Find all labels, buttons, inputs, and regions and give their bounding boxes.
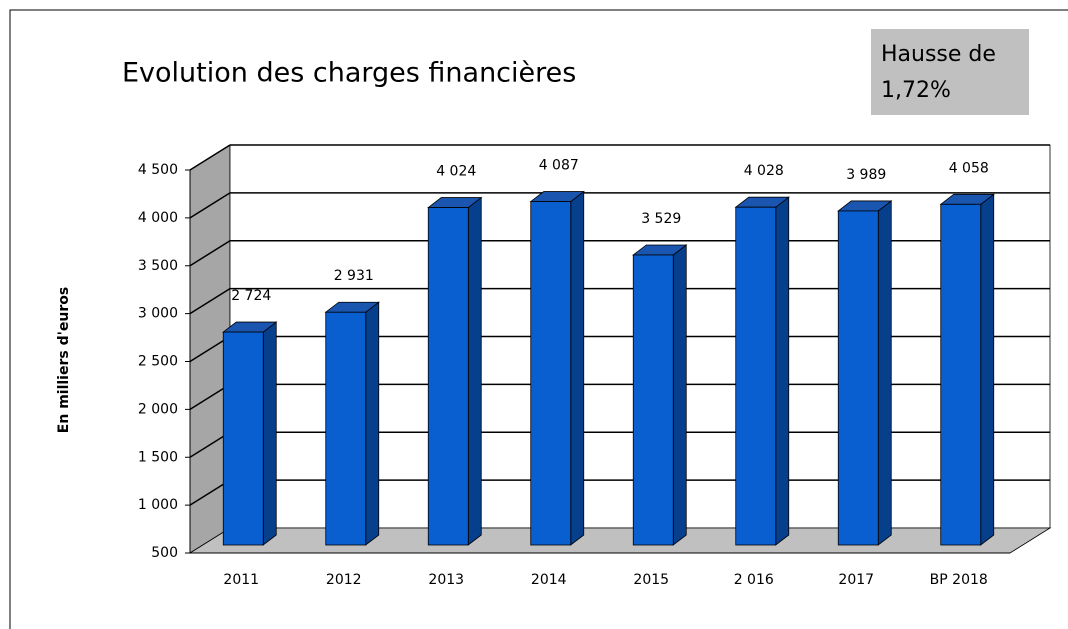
grid-line: [189, 144, 231, 171]
bar: [837, 210, 879, 546]
y-tick-label: 1 500: [138, 449, 178, 465]
bar-side: [365, 301, 380, 546]
value-label: 2 724: [231, 288, 271, 304]
bar-side: [980, 193, 995, 546]
y-axis-label: En milliers d'euros: [56, 287, 72, 433]
bar-side: [570, 190, 585, 546]
y-tick-label: 500: [151, 545, 178, 561]
y-tick-label: 2 000: [138, 401, 178, 417]
y-tick-label: 1 000: [138, 497, 178, 513]
bar-side: [467, 196, 482, 546]
value-label: 4 028: [744, 163, 784, 179]
x-tick-label: 2011: [223, 572, 259, 588]
bar-side: [262, 321, 277, 546]
x-tick-label: 2013: [428, 572, 464, 588]
bar: [735, 206, 777, 546]
value-label: 4 087: [539, 158, 579, 174]
x-tick-label: BP 2018: [930, 572, 988, 588]
bar-side: [877, 200, 892, 546]
value-label: 4 024: [436, 164, 476, 180]
value-label: 3 529: [641, 211, 681, 227]
bar-side: [775, 196, 790, 546]
bar: [632, 254, 674, 546]
value-label: 2 931: [334, 268, 374, 284]
grid-line: [189, 240, 231, 267]
x-tick-label: 2014: [531, 572, 567, 588]
y-tick-label: 4 500: [138, 162, 178, 178]
bar: [222, 331, 264, 546]
x-tick-label: 2012: [326, 572, 362, 588]
y-tick-label: 4 000: [138, 210, 178, 226]
x-tick-label: 2 016: [734, 572, 774, 588]
bar: [530, 201, 572, 546]
bar: [427, 207, 469, 546]
frame: [9, 9, 1068, 629]
y-tick-label: 2 500: [138, 354, 178, 370]
annotation: Hausse de 1,72%: [871, 29, 1029, 115]
chart-title: Evolution des charges financières: [122, 58, 576, 89]
bar: [325, 311, 367, 546]
x-tick-label: 2015: [633, 572, 669, 588]
x-tick-label: 2017: [838, 572, 874, 588]
grid-line: [189, 192, 231, 219]
value-label: 3 989: [846, 167, 886, 183]
bar: [940, 203, 982, 546]
floor: [188, 527, 1052, 554]
value-label: 4 058: [949, 160, 989, 176]
y-tick-label: 3 000: [138, 306, 178, 322]
grid-line: [189, 287, 231, 315]
bar-side: [672, 244, 687, 546]
y-tick-label: 3 500: [138, 258, 178, 274]
